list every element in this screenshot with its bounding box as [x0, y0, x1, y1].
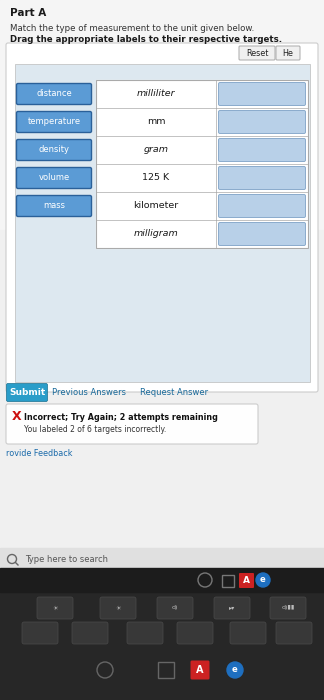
Text: A: A	[243, 576, 250, 585]
FancyBboxPatch shape	[17, 83, 91, 104]
Text: milligram: milligram	[133, 230, 179, 239]
Text: Reset: Reset	[246, 48, 268, 57]
FancyBboxPatch shape	[6, 404, 258, 444]
FancyBboxPatch shape	[6, 43, 318, 392]
Text: Drag the appropriate labels to their respective targets.: Drag the appropriate labels to their res…	[10, 35, 282, 44]
Text: ▸▾: ▸▾	[229, 606, 235, 610]
FancyBboxPatch shape	[17, 139, 91, 160]
Text: A: A	[196, 665, 204, 675]
Text: kilometer: kilometer	[133, 202, 179, 211]
Text: temperature: temperature	[28, 118, 81, 127]
FancyBboxPatch shape	[6, 384, 48, 402]
FancyBboxPatch shape	[218, 139, 306, 162]
Text: Incorrect; Try Again; 2 attempts remaining: Incorrect; Try Again; 2 attempts remaini…	[24, 412, 218, 421]
FancyBboxPatch shape	[191, 661, 210, 680]
Text: d): d)	[172, 606, 178, 610]
FancyBboxPatch shape	[177, 622, 213, 644]
FancyBboxPatch shape	[239, 573, 254, 588]
FancyBboxPatch shape	[17, 111, 91, 132]
FancyBboxPatch shape	[214, 597, 250, 619]
Text: rovide Feedback: rovide Feedback	[6, 449, 73, 458]
FancyBboxPatch shape	[17, 195, 91, 216]
FancyBboxPatch shape	[100, 597, 136, 619]
FancyBboxPatch shape	[218, 111, 306, 134]
Text: Type here to search: Type here to search	[25, 554, 108, 564]
Text: gram: gram	[144, 146, 168, 155]
Bar	[0, 568, 324, 592]
Text: ☀: ☀	[52, 606, 58, 610]
Bar	[0, 590, 324, 700]
FancyBboxPatch shape	[218, 195, 306, 218]
FancyBboxPatch shape	[17, 167, 91, 188]
Text: He: He	[283, 48, 294, 57]
Bar	[96, 80, 308, 248]
FancyBboxPatch shape	[270, 597, 306, 619]
FancyBboxPatch shape	[72, 622, 108, 644]
Bar	[0, 230, 324, 570]
Text: e: e	[232, 666, 238, 675]
Text: Part A: Part A	[10, 8, 46, 18]
FancyBboxPatch shape	[218, 83, 306, 106]
Bar	[96, 80, 308, 248]
Text: Submit: Submit	[9, 388, 45, 397]
Text: e: e	[260, 575, 266, 584]
Text: Previous Answers: Previous Answers	[52, 388, 126, 397]
Text: X: X	[12, 410, 22, 424]
FancyBboxPatch shape	[15, 64, 310, 382]
Text: ☀: ☀	[115, 606, 121, 610]
Bar	[0, 548, 324, 570]
Circle shape	[256, 573, 270, 587]
Text: d)▮▮: d)▮▮	[281, 606, 295, 610]
Text: mass: mass	[43, 202, 65, 211]
FancyBboxPatch shape	[37, 597, 73, 619]
Text: distance: distance	[36, 90, 72, 99]
Text: density: density	[39, 146, 70, 155]
FancyBboxPatch shape	[218, 223, 306, 246]
FancyBboxPatch shape	[239, 46, 275, 60]
FancyBboxPatch shape	[22, 622, 58, 644]
Text: Request Answer: Request Answer	[140, 388, 208, 397]
Text: volume: volume	[38, 174, 70, 183]
FancyBboxPatch shape	[276, 46, 300, 60]
Circle shape	[227, 662, 243, 678]
FancyBboxPatch shape	[230, 622, 266, 644]
Bar	[222, 575, 234, 587]
FancyBboxPatch shape	[276, 622, 312, 644]
FancyBboxPatch shape	[127, 622, 163, 644]
Bar	[158, 662, 174, 678]
Bar	[0, 0, 324, 390]
Text: Match the type of measurement to the unit given below.: Match the type of measurement to the uni…	[10, 24, 254, 33]
Text: You labeled 2 of 6 targets incorrectly.: You labeled 2 of 6 targets incorrectly.	[24, 426, 166, 435]
Text: milliliter: milliliter	[137, 90, 175, 99]
FancyBboxPatch shape	[157, 597, 193, 619]
Text: 125 K: 125 K	[143, 174, 169, 183]
FancyBboxPatch shape	[218, 167, 306, 190]
Text: mm: mm	[147, 118, 165, 127]
